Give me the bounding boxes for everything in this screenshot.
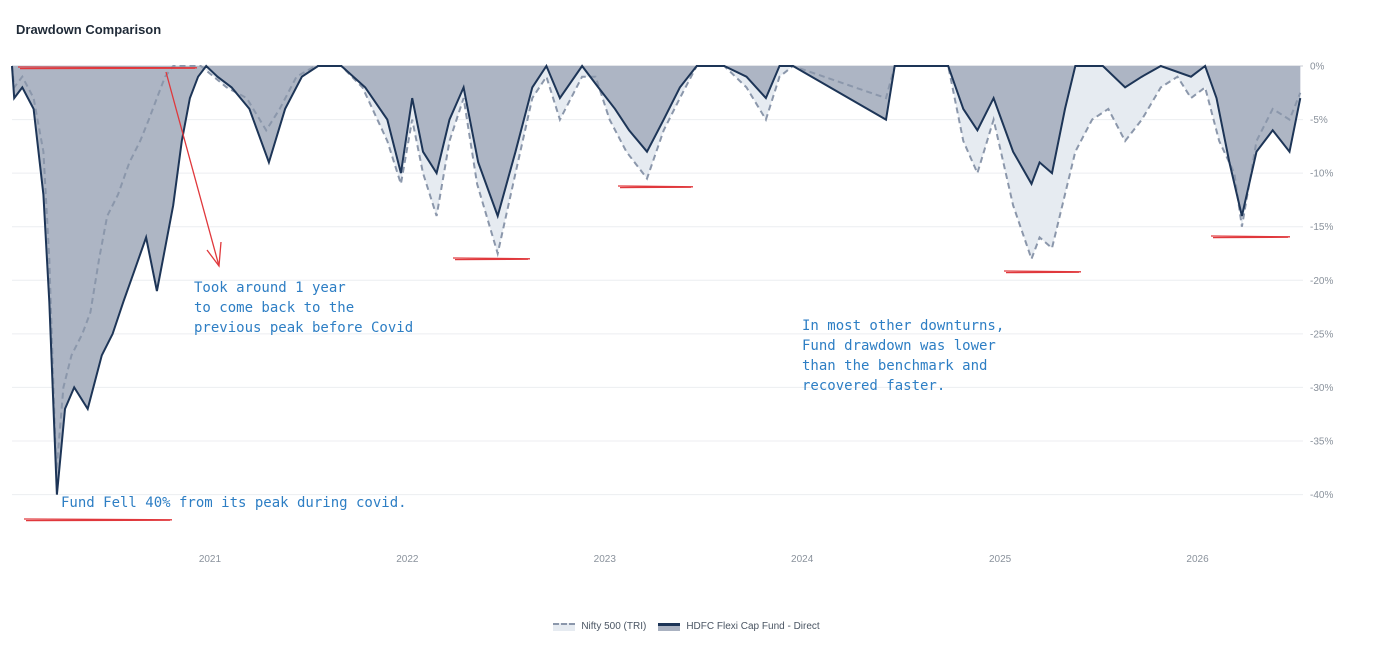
fund-line bbox=[11, 63, 1302, 495]
y-tick-label: -15% bbox=[1310, 222, 1333, 233]
legend-item-benchmark[interactable]: Nifty 500 (TRI) bbox=[553, 621, 646, 632]
x-tick-label: 2022 bbox=[396, 554, 419, 565]
arrow-line bbox=[165, 71, 220, 267]
y-tick-label: 0% bbox=[1310, 62, 1325, 73]
annotation-text: Fund Fell 40% from its peak during covid… bbox=[61, 495, 407, 511]
y-tick-label: -25% bbox=[1310, 329, 1333, 340]
benchmark-line bbox=[11, 64, 1302, 474]
annotation-text: recovered faster. bbox=[802, 378, 945, 394]
hand-markup bbox=[17, 66, 1291, 522]
fund-area-fill bbox=[12, 66, 1301, 495]
annotation-text: Fund drawdown was lower bbox=[802, 338, 996, 354]
x-tick-label: 2023 bbox=[594, 554, 617, 565]
legend-item-fund[interactable]: HDFC Flexi Cap Fund - Direct bbox=[658, 621, 820, 632]
x-tick-label: 2021 bbox=[199, 554, 222, 565]
annotations: Took around 1 year to come back to the pre… bbox=[61, 280, 1004, 511]
y-tick-label: -5% bbox=[1310, 115, 1328, 126]
benchmark-series-line bbox=[11, 64, 1302, 474]
x-tick-label: 2024 bbox=[791, 554, 814, 565]
y-axis-ticks: 0% -5% -10% -15% -20% -25% -30% -35% -40% bbox=[1310, 62, 1333, 502]
benchmark-swatch bbox=[553, 622, 576, 631]
legend-label-benchmark: Nifty 500 (TRI) bbox=[581, 621, 647, 632]
annotation-text: than the benchmark and bbox=[802, 358, 987, 374]
y-tick-label: -20% bbox=[1310, 276, 1333, 287]
arrow-head bbox=[206, 241, 222, 268]
annotation-text: to come back to the bbox=[194, 300, 354, 316]
drawdown-chart: 0%-5%-10%-15%-20%-25%-30%-35%-40% 2021 20… bbox=[11, 62, 1333, 565]
legend-label-fund: HDFC Flexi Cap Fund - Direct bbox=[686, 621, 820, 632]
annotation-text: In most other downturns, bbox=[802, 318, 1004, 334]
y-tick-label: -35% bbox=[1310, 437, 1333, 448]
fund-swatch bbox=[658, 622, 681, 631]
annotation-text: previous peak before Covid bbox=[194, 320, 413, 336]
y-tick-label: -10% bbox=[1310, 169, 1333, 180]
fund-area bbox=[12, 66, 1301, 495]
legend: Nifty 500 (TRI) HDFC Flexi Cap Fund - Di… bbox=[0, 621, 1373, 632]
y-tick-label: -40% bbox=[1310, 490, 1333, 501]
annotation-text: Took around 1 year bbox=[194, 280, 346, 296]
x-tick-label: 2026 bbox=[1186, 554, 1209, 565]
x-axis-ticks: 2021 2022 2023 2024 2025 2026 bbox=[199, 554, 1209, 565]
chart-title: Drawdown Comparison bbox=[16, 22, 162, 37]
fund-series-line bbox=[11, 63, 1302, 495]
x-tick-label: 2025 bbox=[989, 554, 1012, 565]
y-tick-label: -30% bbox=[1310, 383, 1333, 394]
